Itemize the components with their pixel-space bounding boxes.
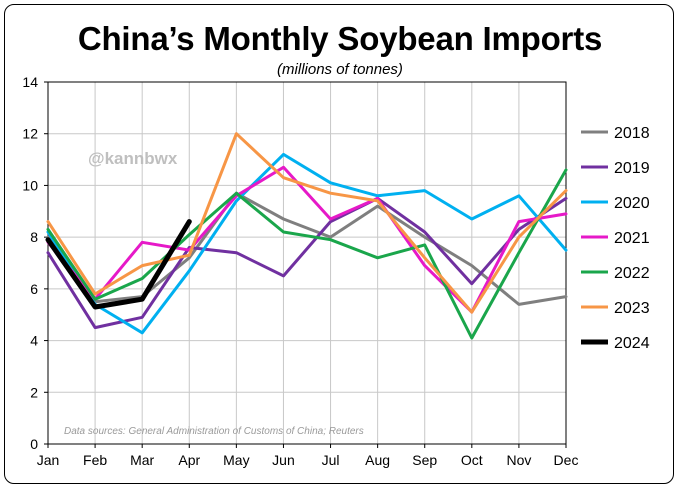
y-tick-label: 0: [30, 436, 38, 452]
x-tick-label: Jan: [37, 452, 60, 468]
x-tick-label: Feb: [83, 452, 107, 468]
legend-label-2022: 2022: [614, 265, 650, 282]
x-tick-label: Nov: [506, 452, 531, 468]
y-tick-label: 6: [30, 281, 38, 297]
y-tick-label: 8: [30, 229, 38, 245]
x-tick-label: Jul: [322, 452, 340, 468]
y-tick-label: 2: [30, 384, 38, 400]
legend-label-2024: 2024: [614, 335, 650, 352]
series-line-2019: [46, 196, 568, 330]
series-lines: [45, 132, 568, 340]
legend-label-2019: 2019: [614, 160, 650, 177]
y-tick-label: 10: [22, 177, 38, 193]
x-tick-label: Aug: [365, 452, 390, 468]
y-tick-label: 12: [22, 126, 38, 142]
x-tick-label: Jun: [272, 452, 295, 468]
x-tick-label: Sep: [412, 452, 437, 468]
chart-title: China’s Monthly Soybean Imports: [77, 20, 603, 57]
x-axis-ticks: Jan Feb Mar Apr May Jun Jul Aug Sep Oct Nov Dec: [37, 444, 579, 468]
y-tick-label: 14: [22, 74, 38, 90]
series-line-2023: [46, 132, 568, 314]
watermark: @kannbwx: [88, 149, 178, 168]
series-line-2022: [46, 168, 568, 340]
chart-subtitle: (millions of tonnes): [277, 61, 403, 78]
series-line-2024: [45, 219, 192, 310]
x-tick-label: Apr: [178, 452, 200, 468]
y-tick-label: 4: [30, 333, 38, 349]
legend-label-2020: 2020: [614, 195, 650, 212]
legend-label-2023: 2023: [614, 300, 650, 317]
x-tick-label: Mar: [130, 452, 154, 468]
series-line-2018: [46, 191, 568, 306]
legend: 2018 2019 2020 2021 2022 2023 2024: [581, 125, 650, 352]
legend-label-2021: 2021: [614, 230, 650, 247]
series-line-2021: [46, 165, 568, 314]
plot-area-border: [47, 81, 567, 445]
x-tick-label: Dec: [554, 452, 579, 468]
x-tick-label: May: [223, 452, 249, 468]
axes: [47, 81, 567, 445]
x-tick-label: Oct: [461, 452, 483, 468]
y-axis-ticks: 0 2 4 6 8 10 12 14: [22, 74, 48, 452]
series-line-2020: [46, 152, 568, 335]
data-source-note: Data sources: General Administration of …: [64, 426, 364, 437]
legend-label-2018: 2018: [614, 125, 650, 142]
